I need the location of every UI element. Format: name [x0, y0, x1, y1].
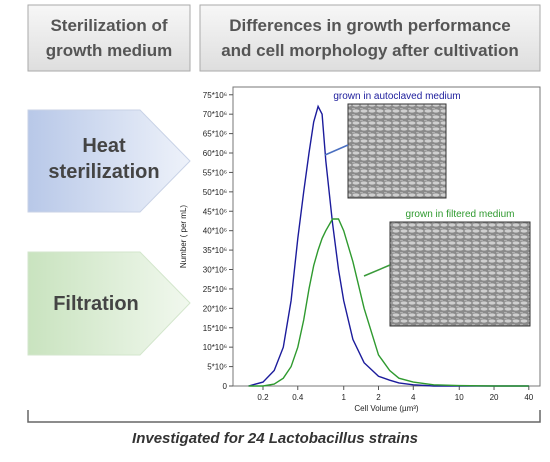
legend-label: grown in autoclaved medium: [333, 91, 460, 102]
y-axis-label: Number ( per mL): [179, 205, 188, 268]
legend-label: grown in filtered medium: [406, 209, 515, 220]
method-label: Filtration: [53, 293, 139, 315]
y-tick-label: 20*10⁶: [203, 304, 227, 313]
y-tick-label: 0: [223, 382, 228, 391]
header-box: [27, 4, 191, 72]
y-tick-label: 30*10⁶: [203, 266, 227, 275]
sem-image: [389, 221, 531, 327]
y-tick-label: 15*10⁶: [203, 324, 227, 333]
method-arrow: [27, 251, 191, 356]
pointer: [324, 144, 349, 156]
plot: 0 5*10⁶ 10*10⁶ 15*10⁶ 20*10⁶ 25*10⁶ 30*10⁶ 35*1…: [179, 91, 534, 413]
x-tick-label: 20: [490, 393, 499, 402]
method-label: Heat: [82, 135, 126, 157]
method-label: sterilization: [48, 161, 159, 183]
method-arrow: [27, 109, 191, 213]
y-tick-label: 5*10⁶: [207, 363, 227, 372]
y-tick-label: 35*10⁶: [203, 246, 227, 255]
y-tick-label: 45*10⁶: [203, 207, 227, 216]
header-text: and cell morphology after cultivation: [221, 41, 519, 60]
x-axis-label: Cell Volume (µm³): [354, 404, 419, 413]
y-tick-label: 55*10⁶: [203, 168, 227, 177]
header-box: [199, 4, 541, 72]
y-tick-label: 10*10⁶: [203, 343, 227, 352]
x-tick-label: 4: [411, 393, 416, 402]
x-tick-label: 10: [455, 393, 464, 402]
y-tick-label: 25*10⁶: [203, 285, 227, 294]
header-text: Differences in growth performance: [229, 16, 511, 35]
x-tick-label: 0.4: [292, 393, 304, 402]
series-line: [248, 104, 529, 387]
pointer: [363, 264, 391, 277]
sem-image: [347, 103, 447, 199]
y-tick-label: 60*10⁶: [203, 149, 227, 158]
series-line: [248, 218, 529, 387]
y-tick-label: 75*10⁶: [203, 91, 227, 100]
y-tick-label: 40*10⁶: [203, 227, 227, 236]
x-tick-label: 1: [342, 393, 347, 402]
bracket: [27, 410, 541, 423]
x-tick-label: 2: [376, 393, 381, 402]
x-tick-label: 40: [524, 393, 533, 402]
y-tick-label: 65*10⁶: [203, 130, 227, 139]
y-tick-label: 70*10⁶: [203, 110, 227, 119]
footer: Investigated for 24 Lactobacillus strain…: [132, 430, 418, 447]
y-tick-label: 50*10⁶: [203, 188, 227, 197]
x-tick-label: 0.2: [257, 393, 269, 402]
header-text: Sterilization of: [50, 16, 167, 35]
header-text: growth medium: [46, 41, 173, 60]
